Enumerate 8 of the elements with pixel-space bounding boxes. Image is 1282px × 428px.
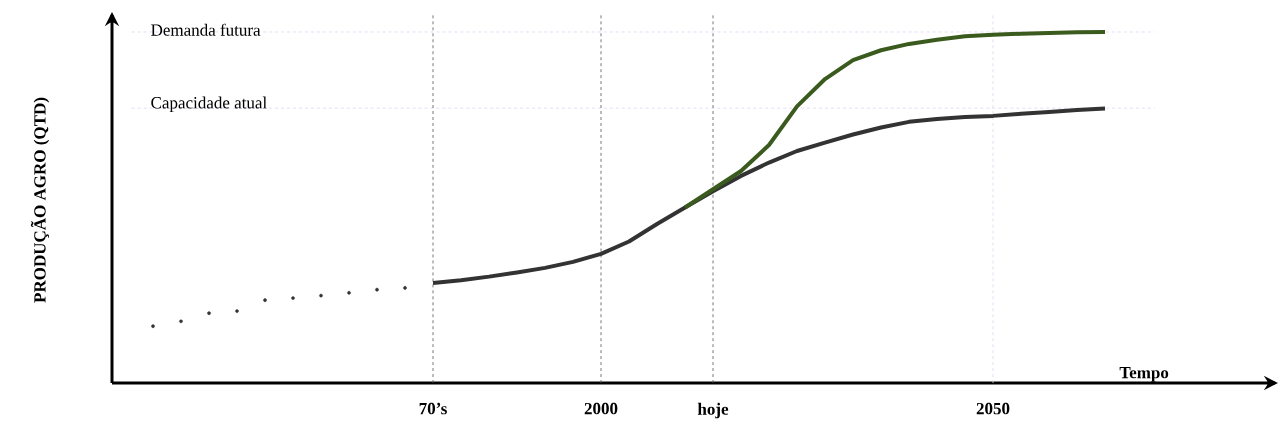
x-tick-label: 2050 bbox=[976, 402, 1010, 415]
x-axis-title: Tempo bbox=[1119, 367, 1169, 382]
x-tick-label: 70’s bbox=[419, 402, 447, 415]
x-tick-label: 2000 bbox=[584, 402, 618, 415]
y-axis-title: PRODUÇÃO AGRO (QTD) bbox=[30, 97, 50, 303]
ref-line-label: Capacidade atual bbox=[151, 96, 267, 112]
x-tick-label: hoje bbox=[697, 402, 729, 419]
ref-line-label: Demanda futura bbox=[151, 23, 261, 36]
